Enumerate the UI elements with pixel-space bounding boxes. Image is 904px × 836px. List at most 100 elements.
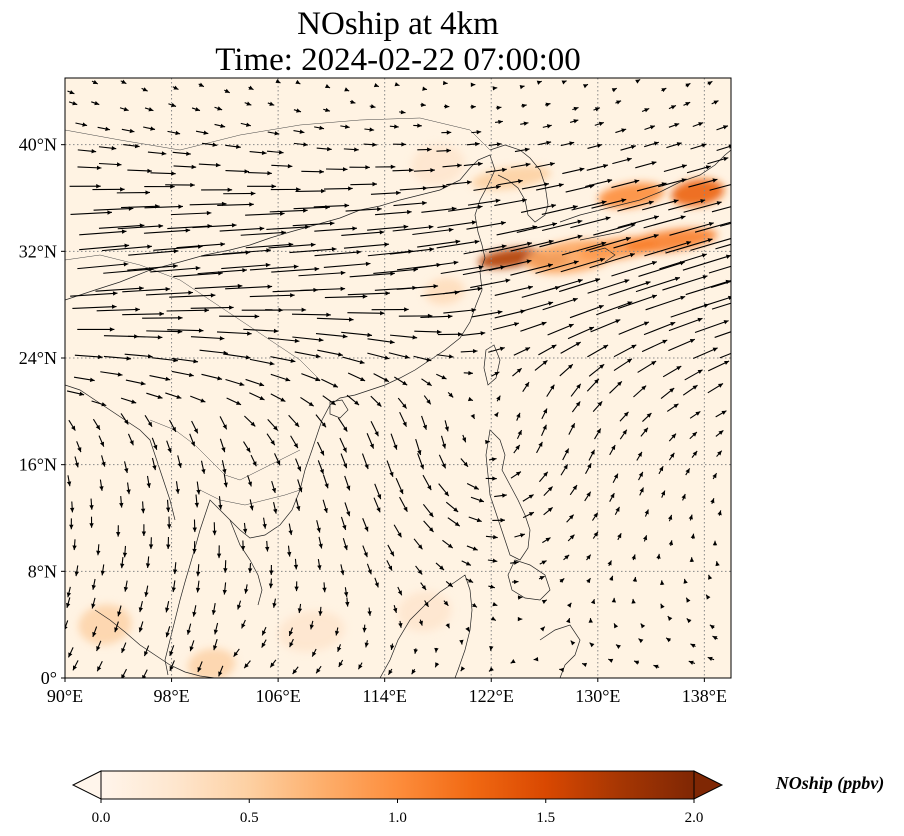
wind-arrow-shaft: [271, 268, 320, 273]
wind-arrow-head: [376, 507, 381, 513]
wind-arrow-shaft: [421, 207, 457, 213]
wind-arrow-shaft: [641, 339, 668, 353]
wind-arrow-head: [165, 376, 171, 382]
wind-arrow-head: [631, 554, 636, 560]
wind-arrow-shaft: [437, 221, 477, 229]
wind-arrow-head: [419, 464, 424, 470]
wind-arrow-head: [649, 125, 655, 130]
wind-arrow-head: [157, 394, 163, 399]
wind-arrow-shaft: [292, 336, 324, 341]
wind-arrow-head: [389, 551, 394, 557]
wind-arrow-head: [329, 221, 335, 226]
wind-arrow-head: [668, 514, 673, 520]
wind-arrow-head: [692, 451, 698, 456]
wind-arrow-head: [522, 198, 527, 203]
wind-arrow-head: [539, 576, 545, 581]
wind-arrow-shaft: [268, 243, 316, 249]
wind-arrow-head: [404, 307, 409, 312]
wind-arrow-head: [141, 531, 147, 536]
wind-arrow-head: [712, 347, 718, 352]
wind-arrow-shaft: [618, 321, 650, 335]
wind-arrow-shaft: [128, 335, 163, 338]
wind-arrow-head: [428, 224, 434, 230]
lon-tick-label: 138°E: [682, 686, 727, 706]
wind-arrow-shaft: [95, 287, 144, 292]
wind-arrow-head: [421, 585, 427, 590]
wind-arrow-head: [447, 314, 453, 319]
wind-arrow-head: [261, 150, 267, 155]
wind-arrow-head: [276, 460, 281, 466]
wind-arrow-head: [193, 359, 199, 364]
wind-arrow-head: [254, 314, 260, 319]
wind-arrow-shaft: [635, 277, 681, 293]
wind-arrow-head: [611, 445, 616, 451]
wind-arrow-head: [593, 512, 598, 518]
wind-arrow-head: [310, 242, 316, 247]
wind-arrow-head: [120, 187, 125, 192]
wind-arrow-head: [661, 490, 666, 496]
wind-arrow-head: [707, 238, 713, 243]
wind-arrow-shaft: [541, 205, 578, 215]
wind-arrow-head: [247, 331, 252, 336]
wind-vectors: [65, 78, 758, 678]
wind-arrow-head: [536, 80, 542, 85]
wind-arrow-head: [525, 162, 531, 167]
wind-arrow-head: [397, 590, 402, 596]
wind-arrow-head: [668, 540, 674, 546]
wind-arrow-shaft: [127, 265, 178, 271]
wind-arrow-head: [219, 336, 225, 341]
wind-arrow-shaft: [471, 311, 503, 318]
wind-arrow-head: [72, 101, 78, 106]
wind-arrow-head: [142, 87, 148, 92]
wind-arrow-head: [670, 105, 676, 110]
lon-tick-label: 106°E: [256, 686, 301, 706]
wind-arrow-head: [344, 203, 350, 208]
wind-arrow-head: [697, 317, 703, 322]
wind-arrow-shaft: [373, 268, 419, 274]
wind-arrow-head: [638, 471, 643, 477]
wind-arrow-head: [303, 208, 308, 213]
wind-arrow-head: [265, 546, 270, 552]
wind-arrow-head: [492, 86, 498, 91]
wind-arrow-head: [246, 101, 252, 106]
wind-arrow-head: [463, 461, 469, 467]
wind-arrow-shaft: [668, 199, 706, 211]
wind-arrow-head: [142, 674, 147, 678]
wind-arrow-head: [167, 447, 172, 453]
emission-plume: [398, 591, 452, 632]
wind-arrow-head: [669, 388, 675, 393]
wind-arrow-head: [422, 424, 427, 430]
wind-arrow-head: [515, 444, 520, 450]
wind-arrow-head: [288, 242, 294, 247]
wind-arrow-head: [192, 548, 197, 554]
wind-arrow-head: [567, 364, 573, 369]
wind-arrow-head: [707, 656, 713, 661]
wind-arrow-head: [426, 381, 432, 386]
wind-arrow-head: [269, 361, 275, 366]
wind-arrow-head: [644, 108, 650, 113]
wind-arrow-head: [171, 171, 176, 176]
wind-arrow-head: [229, 305, 234, 310]
wind-arrow-head: [247, 481, 252, 487]
wind-arrow-head: [150, 126, 156, 131]
wind-arrow-head: [342, 334, 348, 339]
wind-arrow-head: [517, 430, 522, 436]
wind-arrow-shaft: [122, 288, 171, 293]
wind-arrow-head: [193, 428, 198, 434]
wind-arrow-head: [399, 489, 404, 495]
wind-arrow-head: [451, 206, 457, 212]
wind-arrow-head: [344, 87, 350, 92]
wind-arrow-head: [296, 187, 301, 192]
wind-arrow-head: [343, 592, 349, 597]
wind-arrow-head: [100, 570, 105, 576]
wind-arrow-head: [126, 489, 131, 495]
wind-arrow-head: [321, 188, 326, 194]
wind-arrow-head: [147, 354, 153, 359]
wind-arrow-head: [470, 82, 476, 87]
wind-arrow-head: [516, 412, 521, 418]
wind-arrow-shaft: [638, 261, 685, 277]
wind-arrow-head: [661, 88, 667, 93]
wind-arrow-head: [753, 273, 758, 277]
wind-arrow-head: [681, 178, 687, 183]
wind-arrow-shaft: [593, 222, 636, 236]
